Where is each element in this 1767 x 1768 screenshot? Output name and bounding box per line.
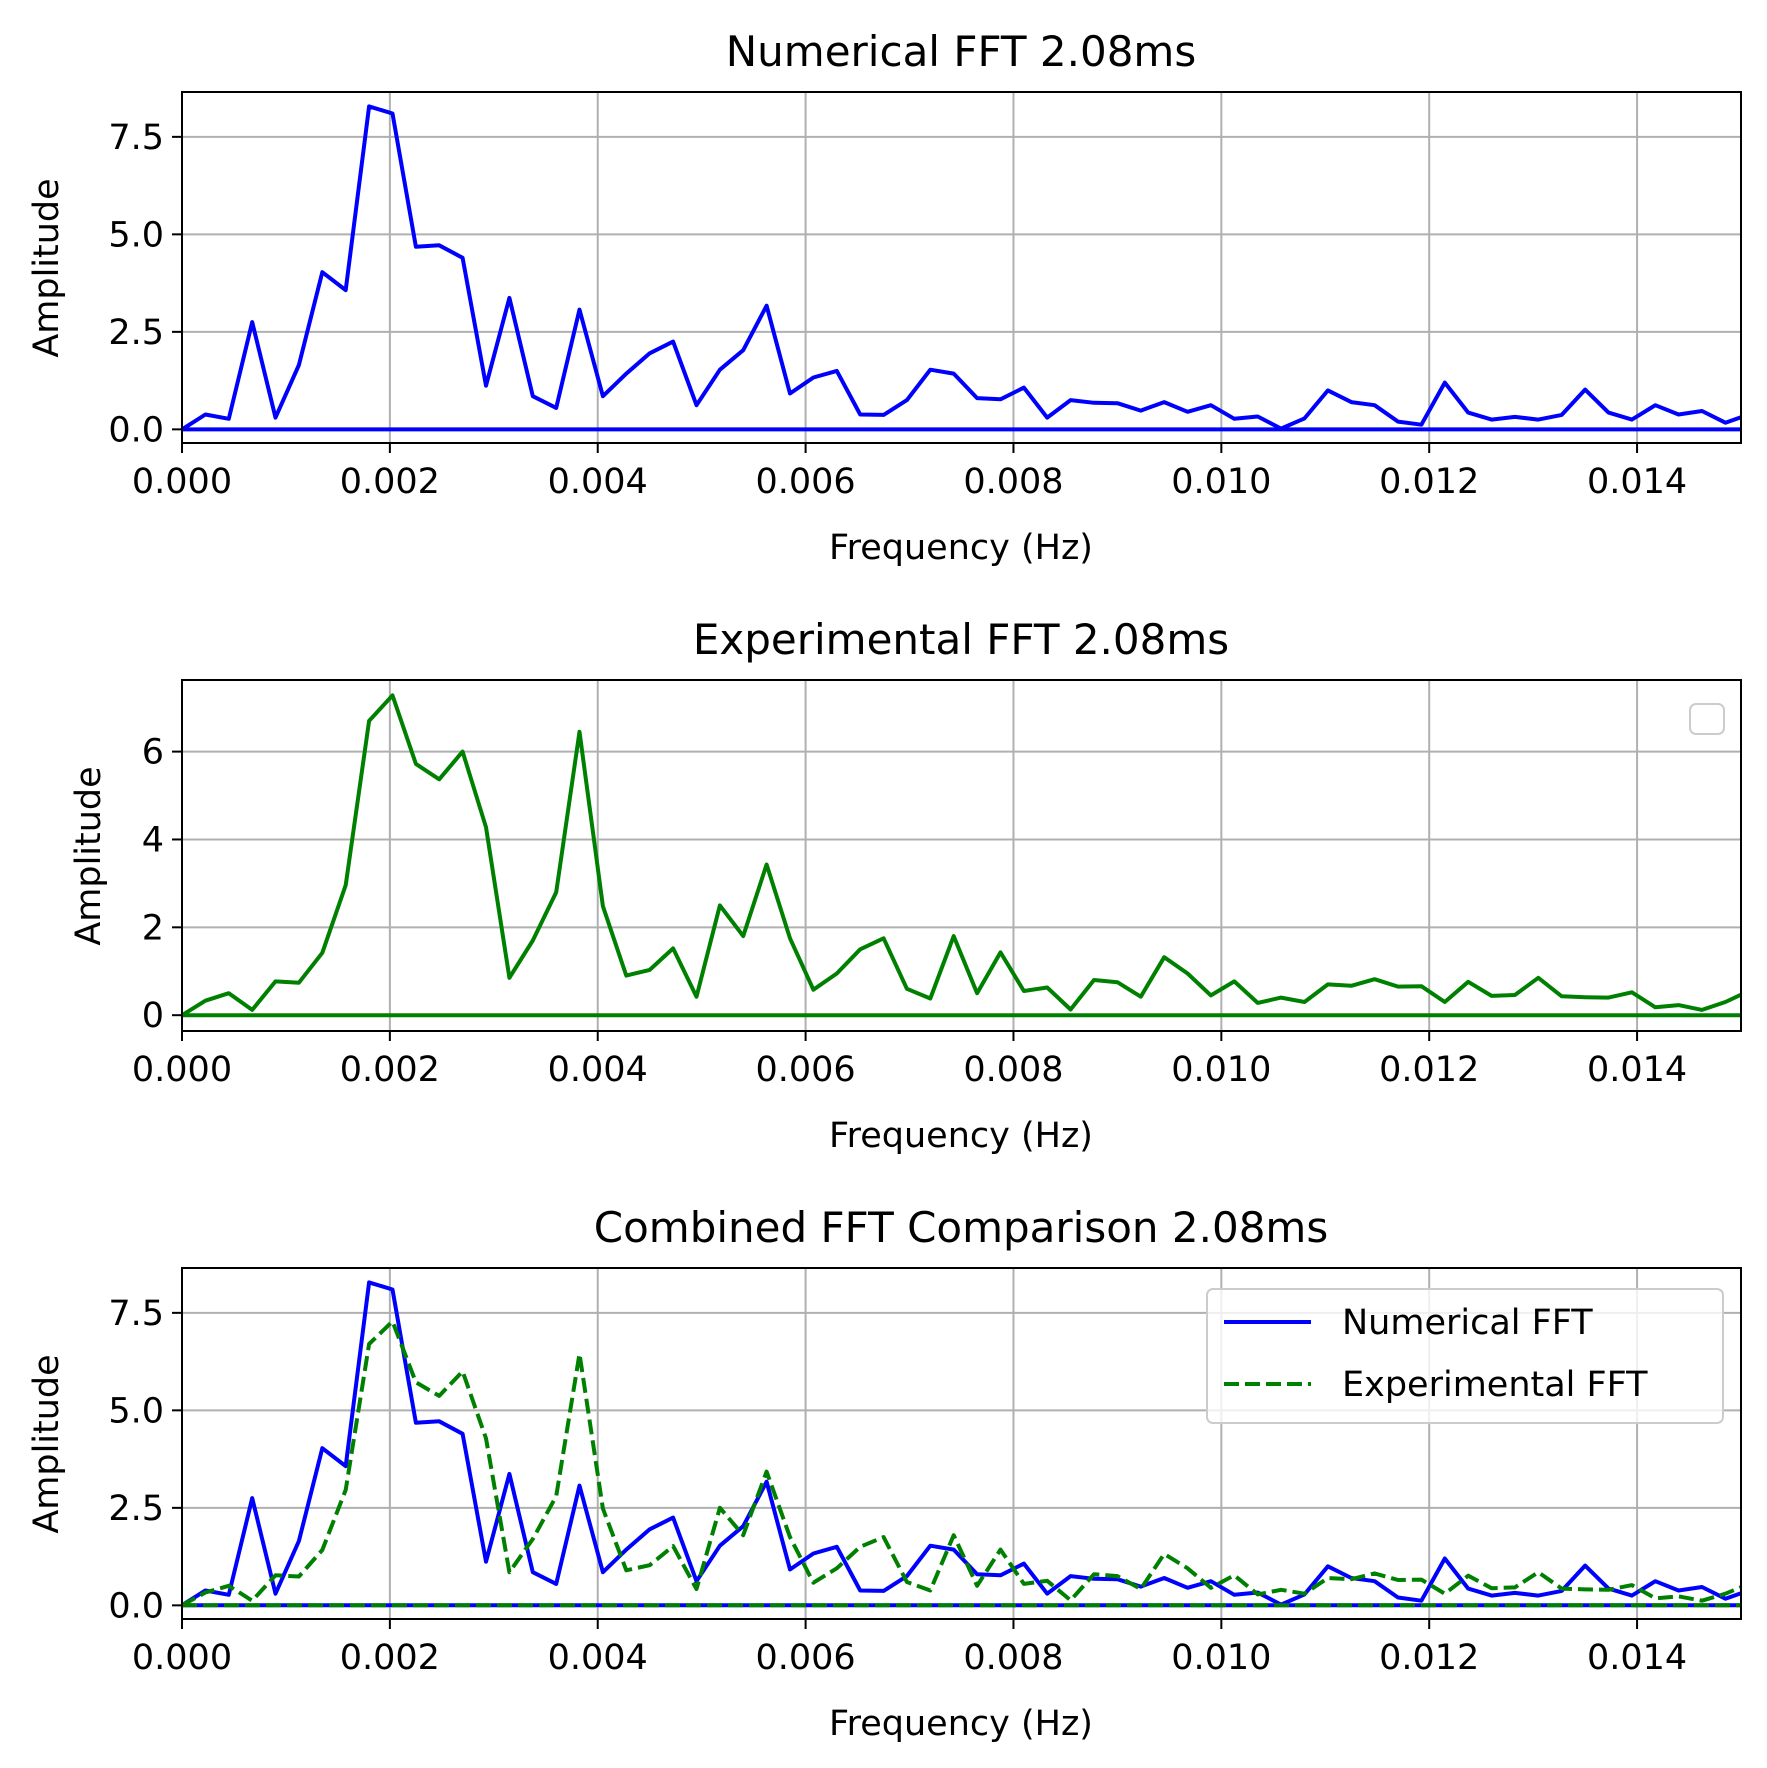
x-tick-label: 0.000 (132, 1050, 232, 1090)
chart-title: Numerical FFT 2.08ms (726, 27, 1196, 76)
x-tick-label: 0.014 (1587, 1638, 1687, 1678)
y-tick-label: 2.5 (108, 1489, 164, 1529)
x-tick-label: 0.010 (1171, 1050, 1271, 1090)
x-tick-label: 0.004 (548, 462, 648, 502)
x-tick-label: 0.002 (340, 462, 440, 502)
axes-frame (181, 91, 1742, 444)
x-tick-label: 0.014 (1587, 1050, 1687, 1090)
empty-legend-box (1689, 703, 1725, 735)
x-tick-label: 0.012 (1379, 1050, 1479, 1090)
y-tick-label: 4 (142, 820, 164, 860)
x-tick-label: 0.000 (132, 462, 232, 502)
x-tick-label: 0.010 (1171, 462, 1271, 502)
x-axis-label: Frequency (Hz) (829, 528, 1093, 568)
x-axis-label: Frequency (Hz) (829, 1704, 1093, 1744)
x-tick-label: 0.006 (755, 1638, 855, 1678)
x-tick-label: 0.004 (548, 1050, 648, 1090)
y-tick-label: 6 (142, 733, 164, 773)
series-group (182, 104, 1741, 432)
axes-frame (181, 1267, 1742, 1620)
y-tick-label: 7.5 (108, 118, 164, 158)
subplot-experimental: Experimental FFT 2.08ms 0.000 0.002 0.004 0… (69, 615, 1742, 1156)
axes-frame (181, 679, 1742, 1032)
y-axis-label: Amplitude (27, 1354, 67, 1533)
legend-label-experimental: Experimental FFT (1342, 1365, 1648, 1405)
y-tick-label: 5.0 (108, 1391, 164, 1431)
x-tick-label: 0.012 (1379, 1638, 1479, 1678)
y-tick-label: 2 (142, 908, 164, 948)
x-tick-label: 0.002 (340, 1638, 440, 1678)
subplot-numerical: Numerical FFT 2.08ms 0.000 0.002 0.004 0.00… (27, 27, 1742, 568)
x-tick-label: 0.014 (1587, 462, 1687, 502)
y-tick-label: 7.5 (108, 1294, 164, 1334)
y-axis-label: Amplitude (69, 766, 109, 945)
y-tick-label: 0.0 (108, 1586, 164, 1626)
y-tick-label: 5.0 (108, 215, 164, 255)
x-tick-label: 0.006 (755, 462, 855, 502)
x-tick-label: 0.008 (963, 1638, 1063, 1678)
x-tick-label: 0.010 (1171, 1638, 1271, 1678)
y-tick-label: 0.0 (108, 410, 164, 450)
legend: Numerical FFT Experimental FFT (1206, 1288, 1724, 1424)
plot-area: 0.000 0.002 0.004 0.006 0.008 0.010 0.012 0.014… (108, 1267, 1742, 1678)
x-tick-label: 0.000 (132, 1638, 232, 1678)
plot-area: 0.000 0.002 0.004 0.006 0.008 0.010 0.012 0.014… (108, 91, 1742, 502)
subplot-combined: Combined FFT Comparison 2.08ms 0.000 0.00… (27, 1203, 1742, 1744)
series-line-0 (182, 693, 1741, 1017)
x-tick-label: 0.008 (963, 462, 1063, 502)
x-tick-label: 0.012 (1379, 462, 1479, 502)
series-group (182, 1280, 1741, 1608)
series-line-0 (182, 1280, 1741, 1607)
x-tick-label: 0.002 (340, 1050, 440, 1090)
chart-title: Experimental FFT 2.08ms (693, 615, 1229, 664)
y-axis-label: Amplitude (27, 178, 67, 357)
y-tick-label: 0 (142, 996, 164, 1036)
plot-area: 0.000 0.002 0.004 0.006 0.008 0.010 0.012 0.014… (132, 679, 1742, 1090)
x-tick-label: 0.008 (963, 1050, 1063, 1090)
legend-label-numerical: Numerical FFT (1342, 1303, 1593, 1343)
series-line-2 (182, 1319, 1741, 1608)
chart-title: Combined FFT Comparison 2.08ms (594, 1203, 1328, 1252)
x-tick-label: 0.006 (755, 1050, 855, 1090)
series-line-0 (182, 104, 1741, 432)
legend-frame (1206, 1288, 1724, 1424)
series-group (182, 693, 1741, 1018)
y-tick-label: 2.5 (108, 313, 164, 353)
x-axis-label: Frequency (Hz) (829, 1116, 1093, 1156)
x-tick-label: 0.004 (548, 1638, 648, 1678)
